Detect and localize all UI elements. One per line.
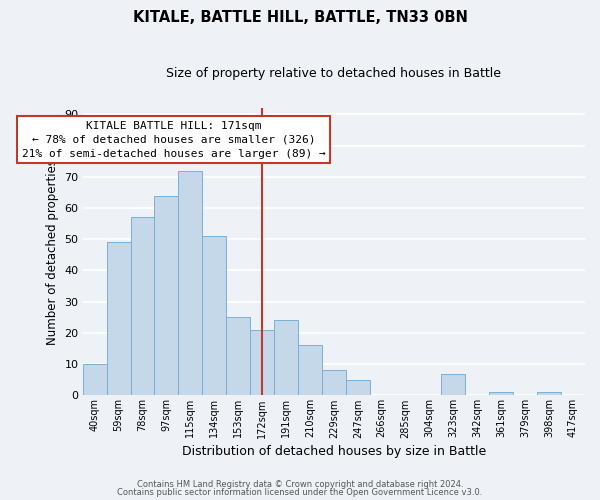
Text: KITALE, BATTLE HILL, BATTLE, TN33 0BN: KITALE, BATTLE HILL, BATTLE, TN33 0BN (133, 10, 467, 25)
X-axis label: Distribution of detached houses by size in Battle: Distribution of detached houses by size … (182, 444, 486, 458)
Bar (226, 318, 250, 396)
Text: Contains HM Land Registry data © Crown copyright and database right 2024.: Contains HM Land Registry data © Crown c… (137, 480, 463, 489)
Bar (250, 330, 274, 396)
Y-axis label: Number of detached properties: Number of detached properties (46, 158, 59, 344)
Text: Contains public sector information licensed under the Open Government Licence v3: Contains public sector information licen… (118, 488, 482, 497)
Bar (322, 370, 346, 396)
Bar (83, 364, 107, 396)
Bar (202, 236, 226, 396)
Bar (107, 242, 131, 396)
Bar (178, 170, 202, 396)
Bar (274, 320, 298, 396)
Bar (298, 346, 322, 396)
Bar (346, 380, 370, 396)
Bar (131, 218, 154, 396)
Title: Size of property relative to detached houses in Battle: Size of property relative to detached ho… (166, 68, 502, 80)
Bar (537, 392, 561, 396)
Bar (490, 392, 513, 396)
Text: KITALE BATTLE HILL: 171sqm
← 78% of detached houses are smaller (326)
21% of sem: KITALE BATTLE HILL: 171sqm ← 78% of deta… (22, 120, 325, 158)
Bar (154, 196, 178, 396)
Bar (442, 374, 466, 396)
